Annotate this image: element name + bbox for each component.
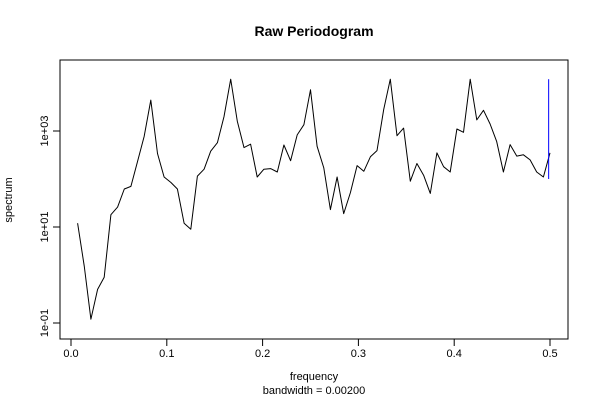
x-tick-label: 0.1 bbox=[159, 348, 174, 360]
y-tick-label: 1e+01 bbox=[39, 212, 51, 243]
y-axis: 1e-01 1e+01 1e+03 bbox=[39, 116, 60, 337]
chart-title: Raw Periodogram bbox=[254, 23, 373, 39]
series-layer bbox=[77, 78, 551, 320]
x-tick-label: 0.5 bbox=[542, 348, 557, 360]
y-tick-label: 1e+03 bbox=[39, 116, 51, 147]
spectrum-series-line bbox=[77, 78, 551, 320]
y-axis-label: spectrum bbox=[3, 177, 15, 222]
plot-frame bbox=[59, 59, 569, 340]
x-tick-label: 0.4 bbox=[447, 348, 462, 360]
bandwidth-label: bandwidth = 0.00200 bbox=[263, 385, 365, 397]
x-tick-label: 0.2 bbox=[255, 348, 270, 360]
x-axis: 0.0 0.1 0.2 0.3 0.4 0.5 bbox=[63, 339, 558, 360]
x-tick-label: 0.3 bbox=[351, 348, 366, 360]
y-tick-label: 1e-01 bbox=[39, 309, 51, 337]
x-tick-label: 0.0 bbox=[63, 348, 78, 360]
x-axis-label: frequency bbox=[290, 371, 339, 383]
